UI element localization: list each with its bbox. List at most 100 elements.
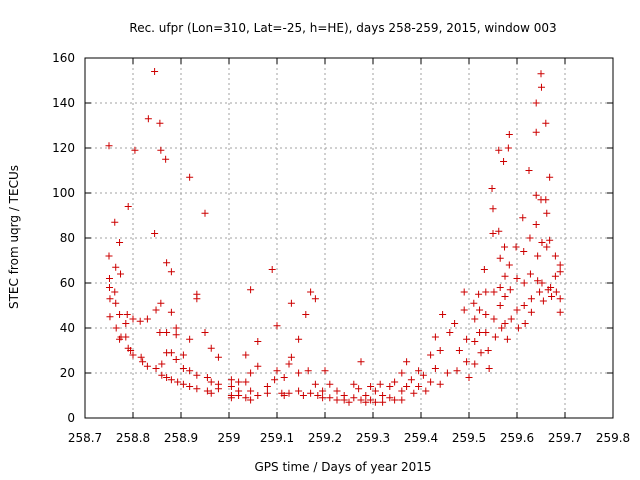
data-point (302, 311, 310, 318)
data-point (207, 378, 215, 386)
data-point (273, 322, 281, 330)
data-point (521, 320, 529, 327)
y-tick-label: 60 (60, 276, 75, 290)
data-point (496, 302, 504, 309)
x-tick-label: 259.7 (548, 431, 582, 445)
data-point (116, 335, 124, 343)
x-tick-label: 258.8 (116, 431, 150, 445)
data-point (207, 389, 215, 397)
data-point (247, 396, 255, 404)
data-point (345, 398, 353, 406)
data-point (362, 392, 370, 399)
data-point (538, 279, 546, 287)
data-point (386, 394, 394, 402)
data-point (501, 272, 509, 280)
data-point (520, 279, 528, 287)
data-point (546, 173, 554, 181)
data-point (214, 353, 222, 361)
data-point (485, 365, 493, 372)
axis-ticks: 258.7 258.8 258.9 259 259.1 259.2 259.3 259.4 25… (52, 51, 630, 445)
data-point (280, 374, 288, 381)
data-point (546, 236, 554, 244)
data-point (227, 376, 235, 384)
data-point (463, 358, 471, 366)
data-point (465, 374, 473, 381)
data-point (227, 394, 235, 402)
data-point (295, 335, 303, 343)
data-point (129, 315, 137, 323)
data-point (247, 387, 255, 395)
data-point (490, 315, 498, 323)
data-point (235, 392, 243, 399)
data-point (321, 367, 329, 375)
data-point (532, 128, 540, 136)
data-point (379, 398, 387, 406)
data-point (491, 333, 499, 341)
data-point (495, 227, 503, 235)
data-point (157, 146, 165, 154)
data-point (484, 347, 492, 354)
data-point (203, 387, 211, 395)
data-point (536, 288, 544, 296)
data-point (167, 349, 175, 357)
data-point (498, 324, 506, 332)
data-point (201, 329, 209, 336)
data-point (326, 380, 334, 388)
data-point (242, 351, 250, 359)
data-point (304, 367, 312, 375)
data-point (507, 315, 515, 323)
data-point (526, 234, 534, 242)
data-point (280, 392, 288, 399)
data-point (460, 288, 468, 296)
data-point (186, 335, 194, 343)
data-point (443, 369, 451, 377)
data-point (537, 70, 545, 78)
data-point (542, 196, 550, 204)
data-point (407, 376, 415, 384)
data-point (167, 376, 175, 384)
data-point (527, 308, 535, 316)
data-point (532, 191, 540, 199)
data-point (186, 173, 194, 181)
y-tick-label: 0 (67, 411, 75, 425)
data-point (367, 383, 375, 390)
data-point (357, 396, 365, 404)
data-point (427, 378, 435, 386)
data-point (419, 371, 427, 379)
data-point (137, 353, 145, 361)
y-tick-label: 120 (52, 141, 75, 155)
data-point (470, 299, 478, 307)
data-point (505, 261, 513, 269)
data-point (326, 394, 334, 402)
data-point (556, 261, 564, 269)
data-point (179, 365, 187, 372)
data-point (379, 392, 387, 399)
data-point (201, 209, 209, 217)
data-point (263, 389, 271, 397)
data-point (542, 119, 550, 127)
data-point (157, 299, 165, 307)
data-point (254, 338, 262, 345)
data-point (333, 387, 341, 395)
x-tick-label: 258.7 (68, 431, 102, 445)
data-point (488, 185, 496, 192)
data-point (106, 313, 114, 321)
data-point (131, 146, 139, 154)
data-point (106, 295, 114, 303)
data-point (355, 385, 363, 393)
data-point (476, 306, 484, 314)
data-point (247, 369, 255, 377)
data-point (398, 396, 406, 404)
data-point (152, 365, 160, 372)
y-tick-label: 20 (60, 366, 75, 380)
data-point (285, 360, 293, 368)
data-point (446, 329, 454, 336)
data-point (156, 329, 164, 336)
data-point (193, 295, 201, 303)
data-point (455, 347, 463, 354)
data-point (144, 115, 152, 123)
data-point (480, 266, 488, 273)
data-point (532, 99, 540, 107)
data-point (152, 306, 160, 314)
